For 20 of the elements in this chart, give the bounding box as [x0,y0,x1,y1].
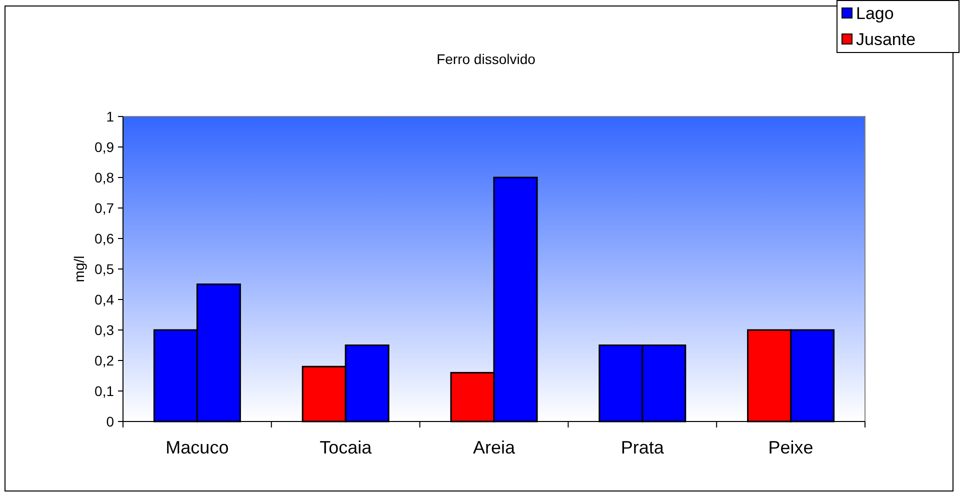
y-tick-label: 0 [106,413,114,430]
y-tick-label: 0,9 [94,138,114,155]
y-tick-label: 0,6 [94,230,114,246]
x-tick-label: Areia [472,438,516,458]
y-tick-label: 0,7 [94,200,114,216]
y-tick-label: 0,5 [94,260,114,277]
chart-title: Ferro dissolvido [436,51,536,67]
x-tick-label: Macuco [166,438,229,458]
x-tick-label: Tocaia [320,438,373,458]
x-tick-label: Peixe [768,438,814,458]
y-tick-label: 0,1 [94,382,114,399]
y-axis-title: mg/l [71,256,87,282]
y-tick-label: 0,8 [94,169,114,186]
y-tick-label: 0,2 [94,352,114,368]
legend-label: Jusante [856,30,916,49]
y-tick-label: 0,4 [94,291,114,308]
x-tick-label: Prata [620,438,665,458]
y-tick-label: 0,3 [94,322,114,338]
y-tick-label: 1 [106,108,114,124]
legend-label: Lago [856,4,894,23]
